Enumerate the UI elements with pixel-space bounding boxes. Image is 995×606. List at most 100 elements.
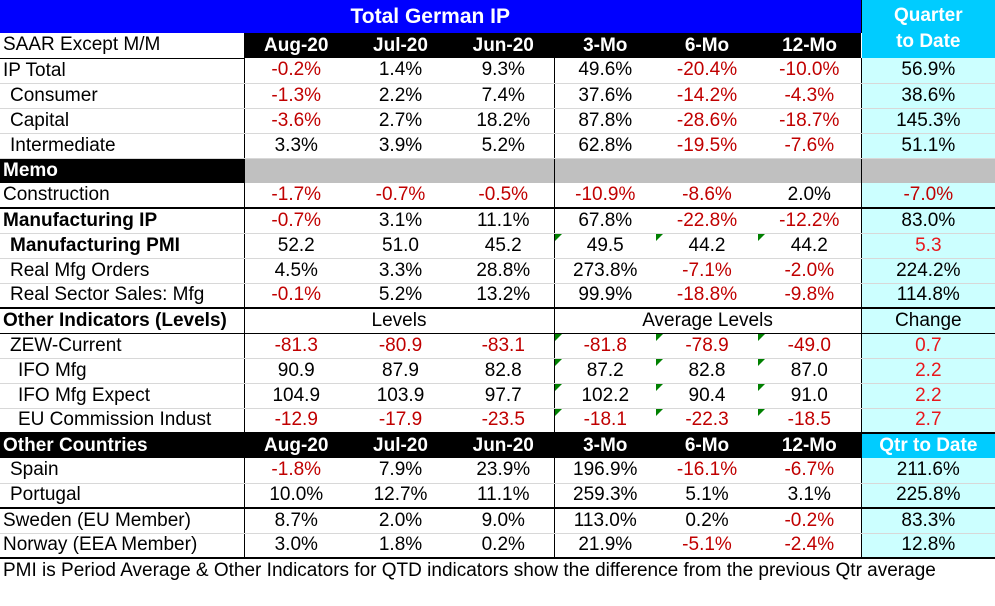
row-qtd-value: 51.1% xyxy=(860,133,995,159)
table-row: IFO Mfg 90.9 87.9 82.8 87.2 82.8 87.0 2.2 xyxy=(0,358,995,384)
row-value: 87.2 xyxy=(554,358,656,384)
row-value: 196.9% xyxy=(554,458,656,484)
table-row: Manufacturing PMI 52.2 51.0 45.2 49.5 44.2 44.… xyxy=(0,233,995,259)
row-value: -1.7% xyxy=(244,183,348,209)
country-column-header-12-mo: 12-Mo xyxy=(758,432,862,458)
row-value: -22.8% xyxy=(656,207,758,234)
row-value: 9.3% xyxy=(453,58,555,84)
row-value: -0.5% xyxy=(453,183,555,209)
row-value: -17.9 xyxy=(348,408,453,434)
row-value: -1.3% xyxy=(244,83,348,109)
row-value: 21.9% xyxy=(554,533,656,559)
row-value: 104.9 xyxy=(244,383,348,409)
memo-spacer xyxy=(453,158,555,183)
row-qtd-value: 83.0% xyxy=(860,207,995,234)
row-qtd-value: 114.8% xyxy=(860,283,995,309)
memo-spacer xyxy=(554,158,656,183)
row-value: -10.0% xyxy=(758,58,862,84)
table-row: Spain -1.8% 7.9% 23.9% 196.9% -16.1% -6.7% 211.… xyxy=(0,458,995,484)
row-value: 3.3% xyxy=(244,133,348,159)
row-value: 10.0% xyxy=(244,483,348,509)
title-row: Total German IP Quarter to Date xyxy=(0,0,995,58)
row-value: 259.3% xyxy=(554,483,656,509)
row-value: 8.7% xyxy=(244,507,348,534)
row-value: 3.1% xyxy=(348,207,453,234)
footnote: PMI is Period Average & Other Indicators… xyxy=(0,557,995,583)
saar-label: SAAR Except M/M xyxy=(0,33,245,59)
row-value: 1.4% xyxy=(348,58,453,84)
row-value: 90.4 xyxy=(656,383,758,409)
table-row: Sweden (EU Member) 8.7% 2.0% 9.0% 113.0% 0.2%… xyxy=(0,507,995,534)
memo-row: Memo xyxy=(0,158,995,183)
memo-label: Memo xyxy=(0,158,245,183)
row-label: IP Total xyxy=(0,58,245,84)
row-value: -12.9 xyxy=(244,408,348,434)
row-qtd-value: 224.2% xyxy=(860,258,995,284)
row-value: 2.7% xyxy=(348,108,453,134)
row-value: 11.1% xyxy=(453,483,555,509)
row-value: 2.2% xyxy=(348,83,453,109)
row-qtd-value: -7.0% xyxy=(860,183,995,209)
row-label: Construction xyxy=(0,183,245,209)
row-value: -78.9 xyxy=(656,333,758,359)
row-value: 18.2% xyxy=(453,108,555,134)
row-value: 45.2 xyxy=(453,233,555,259)
row-value: -23.5 xyxy=(453,408,555,434)
row-qtd-value: 12.8% xyxy=(860,533,995,559)
table-row: Norway (EEA Member) 3.0% 1.8% 0.2% 21.9% -5.1… xyxy=(0,533,995,559)
column-header-jul-20: Jul-20 xyxy=(348,33,453,58)
row-value: -2.4% xyxy=(758,533,862,559)
table-row: Portugal 10.0% 12.7% 11.1% 259.3% 5.1% 3.1% 225… xyxy=(0,483,995,509)
row-value: -19.5% xyxy=(656,133,758,159)
row-label: Manufacturing PMI xyxy=(0,233,245,259)
row-value: 7.9% xyxy=(348,458,453,484)
row-value: -20.4% xyxy=(656,58,758,84)
row-value: 0.2% xyxy=(453,533,555,559)
table-row: ZEW-Current -81.3 -80.9 -83.1 -81.8 -78.9 -49.… xyxy=(0,333,995,359)
row-label: ZEW-Current xyxy=(0,333,245,359)
other-countries-label: Other Countries xyxy=(0,432,245,458)
country-column-header-jul-20: Jul-20 xyxy=(348,432,453,458)
row-qtd-value: 0.7 xyxy=(860,333,995,359)
row-value: -18.5 xyxy=(758,408,862,434)
row-value: 37.6% xyxy=(554,83,656,109)
row-value: -9.8% xyxy=(758,283,862,309)
row-value: 23.9% xyxy=(453,458,555,484)
row-qtd-value: 2.2 xyxy=(860,383,995,409)
row-qtd-value: 211.6% xyxy=(860,458,995,484)
row-value: 273.8% xyxy=(554,258,656,284)
row-value: -16.1% xyxy=(656,458,758,484)
row-value: -0.7% xyxy=(244,207,348,234)
row-value: -8.6% xyxy=(656,183,758,209)
row-value: 51.0 xyxy=(348,233,453,259)
row-label: IFO Mfg Expect xyxy=(0,383,245,409)
row-label: Spain xyxy=(0,458,245,484)
row-value: 5.1% xyxy=(656,483,758,509)
row-value: 7.4% xyxy=(453,83,555,109)
memo-spacer xyxy=(348,158,453,183)
row-value: -81.3 xyxy=(244,333,348,359)
qtd-header-line1: Quarter xyxy=(893,5,963,26)
row-value: 99.9% xyxy=(554,283,656,309)
row-label: Portugal xyxy=(0,483,245,509)
row-value: 2.0% xyxy=(348,507,453,534)
table-row: Real Mfg Orders 4.5% 3.3% 28.8% 273.8% -7.1% -… xyxy=(0,258,995,284)
row-value: 82.8 xyxy=(453,358,555,384)
memo-spacer xyxy=(244,158,348,183)
row-value: -0.2% xyxy=(244,58,348,84)
row-value: -22.3 xyxy=(656,408,758,434)
table-row: Manufacturing IP -0.7% 3.1% 11.1% 67.8% -22.8… xyxy=(0,207,995,234)
row-value: 3.0% xyxy=(244,533,348,559)
row-value: -81.8 xyxy=(554,333,656,359)
row-value: 97.7 xyxy=(453,383,555,409)
row-value: -7.6% xyxy=(758,133,862,159)
row-value: -80.9 xyxy=(348,333,453,359)
row-value: -14.2% xyxy=(656,83,758,109)
column-header-6-mo: 6-Mo xyxy=(656,33,758,58)
memo-qtd-spacer xyxy=(860,158,995,183)
row-label: Real Mfg Orders xyxy=(0,258,245,284)
row-qtd-value: 145.3% xyxy=(860,108,995,134)
table-row: Consumer -1.3% 2.2% 7.4% 37.6% -14.2% -4.3% 38.… xyxy=(0,83,995,109)
row-qtd-value: 225.8% xyxy=(860,483,995,509)
